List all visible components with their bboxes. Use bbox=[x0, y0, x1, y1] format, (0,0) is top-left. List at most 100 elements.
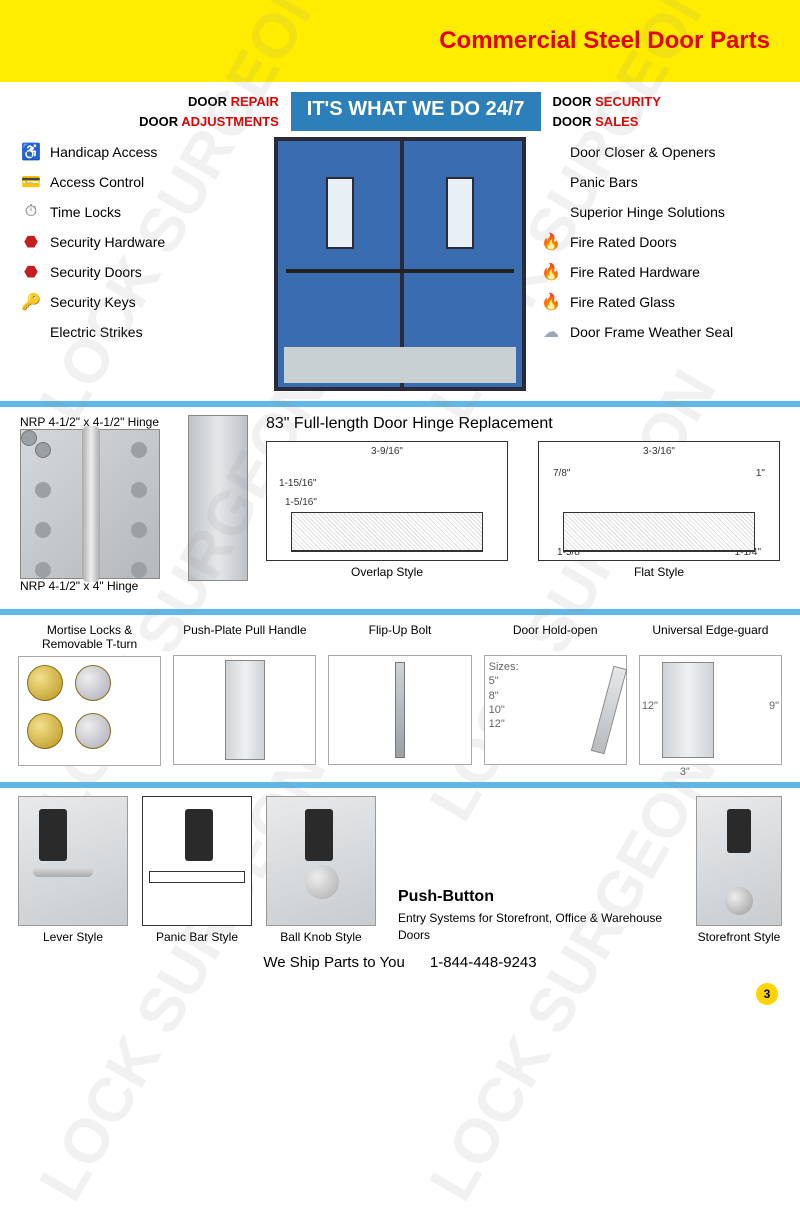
feature-icon: 🔥 bbox=[540, 261, 562, 283]
diagram-overlap: 3-9/16" 1-15/16" 1-5/16" Overlap Style bbox=[266, 441, 508, 579]
feature-label: Door Closer & Openers bbox=[570, 144, 716, 160]
feature-icon: 💳 bbox=[20, 171, 42, 193]
services-right: DOOR SECURITY DOOR SALES bbox=[553, 92, 661, 131]
diagram-flat: 3-3/16" 7/8" 1" 1-5/8" 1-1/4" Flat Style bbox=[538, 441, 780, 579]
services-row: DOOR REPAIR DOOR ADJUSTMENTS IT'S WHAT W… bbox=[0, 82, 800, 137]
hinge-standard: NRP 4-1/2" x 4-1/2" Hinge NRP 4-1/2" x 4… bbox=[20, 415, 170, 593]
product-image: Sizes:5"8"10"12" bbox=[484, 655, 627, 765]
feature-label: Security Keys bbox=[50, 294, 136, 310]
section-hardware: Mortise Locks & Removable T-turn Push-Pla… bbox=[0, 615, 800, 772]
feature-label: Panic Bars bbox=[570, 174, 638, 190]
product-holdopen: Door Hold-open Sizes:5"8"10"12" bbox=[484, 623, 627, 766]
diagram-label: Flat Style bbox=[538, 565, 780, 579]
feature-item: ⬣ Security Hardware bbox=[20, 227, 260, 257]
dim-label: 1-15/16" bbox=[279, 478, 316, 489]
feature-item: Door Closer & Openers bbox=[540, 137, 780, 167]
style-label: Ball Knob Style bbox=[266, 930, 376, 944]
feature-item: 🔥Fire Rated Doors bbox=[540, 227, 780, 257]
feature-icon bbox=[540, 201, 562, 223]
hinge-83-section: 83" Full-length Door Hinge Replacement 3… bbox=[266, 415, 780, 593]
feature-item: 💳Access Control bbox=[20, 167, 260, 197]
feature-icon bbox=[540, 171, 562, 193]
feature-label: Fire Rated Glass bbox=[570, 294, 675, 310]
feature-icon bbox=[20, 321, 42, 343]
svc-red: SECURITY bbox=[595, 94, 661, 109]
feature-item: ♿ Handicap Access bbox=[20, 137, 260, 167]
pushbutton-description: Push-Button Entry Systems for Storefront… bbox=[390, 888, 682, 944]
product-image: 12"9"3" bbox=[639, 655, 782, 765]
product-cylinders: Mortise Locks & Removable T-turn bbox=[18, 623, 161, 766]
feature-icon: ⏱ bbox=[20, 201, 42, 223]
dim-label: 3-3/16" bbox=[643, 446, 675, 457]
features-right: Door Closer & Openers Panic Bars Superior … bbox=[540, 137, 780, 347]
product-flipbolt: Flip-Up Bolt bbox=[328, 623, 471, 766]
lever-style: Lever Style bbox=[18, 796, 128, 944]
feature-icon: ♿ bbox=[20, 141, 42, 163]
feature-icon: ⬣ bbox=[20, 261, 42, 283]
feature-label: Security Hardware bbox=[50, 234, 165, 250]
feature-label: Superior Hinge Solutions bbox=[570, 204, 725, 220]
product-image bbox=[173, 655, 316, 765]
dim-label: 1" bbox=[756, 468, 765, 479]
feature-label: Handicap Access bbox=[50, 144, 157, 160]
product-title: Universal Edge-guard bbox=[639, 623, 782, 651]
dim-label: 3" bbox=[680, 766, 690, 778]
continuous-hinge-image bbox=[188, 415, 248, 581]
feature-item: 🔥Fire Rated Hardware bbox=[540, 257, 780, 287]
product-title: Flip-Up Bolt bbox=[328, 623, 471, 651]
feature-label: Door Frame Weather Seal bbox=[570, 324, 733, 340]
product-image bbox=[18, 656, 161, 766]
section-pushbutton: Lever Style Panic Bar Style Ball Knob St… bbox=[0, 788, 800, 948]
panic-bar-image bbox=[142, 796, 252, 926]
lever-style-image bbox=[18, 796, 128, 926]
holdopen-sizes: Sizes:5"8"10"12" bbox=[489, 660, 519, 731]
product-pushplate: Push-Plate Pull Handle bbox=[173, 623, 316, 766]
feature-item: ⬣ Security Doors bbox=[20, 257, 260, 287]
main-features-row: ♿ Handicap Access 💳Access Control ⏱ Time Loc… bbox=[0, 137, 800, 391]
hinge-image bbox=[20, 429, 160, 579]
dim-label: 7/8" bbox=[553, 468, 570, 479]
page-title: Commercial Steel Door Parts bbox=[439, 27, 770, 55]
feature-item: Superior Hinge Solutions bbox=[540, 197, 780, 227]
feature-icon: ☁ bbox=[540, 321, 562, 343]
dim-label: 1-5/16" bbox=[285, 497, 317, 508]
feature-label: Electric Strikes bbox=[50, 324, 143, 340]
page-number-badge: 3 bbox=[756, 983, 778, 1005]
style-label: Panic Bar Style bbox=[142, 930, 252, 944]
style-label: Storefront Style bbox=[696, 930, 782, 944]
feature-icon bbox=[540, 141, 562, 163]
feature-item: 🔑Security Keys bbox=[20, 287, 260, 317]
feature-item: Electric Strikes bbox=[20, 317, 260, 347]
hinge-83-title: 83" Full-length Door Hinge Replacement bbox=[266, 415, 780, 433]
feature-item: ☁ Door Frame Weather Seal bbox=[540, 317, 780, 347]
section-hinges: NRP 4-1/2" x 4-1/2" Hinge NRP 4-1/2" x 4… bbox=[0, 407, 800, 599]
pushbutton-title: Push-Button bbox=[398, 888, 682, 906]
product-title: Door Hold-open bbox=[484, 623, 627, 651]
feature-item: ⏱ Time Locks bbox=[20, 197, 260, 227]
footer-phone: 1-844-448-9243 bbox=[430, 954, 537, 971]
panic-bar-style: Panic Bar Style bbox=[142, 796, 252, 944]
feature-label: Time Locks bbox=[50, 204, 121, 220]
feature-item: Panic Bars bbox=[540, 167, 780, 197]
services-left: DOOR REPAIR DOOR ADJUSTMENTS bbox=[139, 92, 279, 131]
feature-label: Security Doors bbox=[50, 264, 142, 280]
dim-label: 12" bbox=[642, 700, 658, 712]
product-title: Push-Plate Pull Handle bbox=[173, 623, 316, 651]
storefront-image bbox=[696, 796, 782, 926]
tagline: IT'S WHAT WE DO 24/7 bbox=[291, 92, 541, 131]
product-title: Mortise Locks & Removable T-turn bbox=[18, 623, 161, 652]
product-edgeguard: Universal Edge-guard 12"9"3" bbox=[639, 623, 782, 766]
feature-icon: 🔥 bbox=[540, 231, 562, 253]
feature-icon: 🔥 bbox=[540, 291, 562, 313]
style-label: Lever Style bbox=[18, 930, 128, 944]
pushbutton-desc: Entry Systems for Storefront, Office & W… bbox=[398, 910, 682, 944]
footer: We Ship Parts to You 1-844-448-9243 bbox=[0, 948, 800, 977]
storefront-style: Storefront Style bbox=[696, 796, 782, 944]
svc-prefix: DOOR bbox=[188, 94, 231, 109]
feature-icon: ⬣ bbox=[20, 231, 42, 253]
svc-red: REPAIR bbox=[231, 94, 279, 109]
header-band: Commercial Steel Door Parts bbox=[0, 0, 800, 82]
product-image bbox=[328, 655, 471, 765]
ball-knob-image bbox=[266, 796, 376, 926]
continuous-hinge bbox=[188, 415, 248, 593]
